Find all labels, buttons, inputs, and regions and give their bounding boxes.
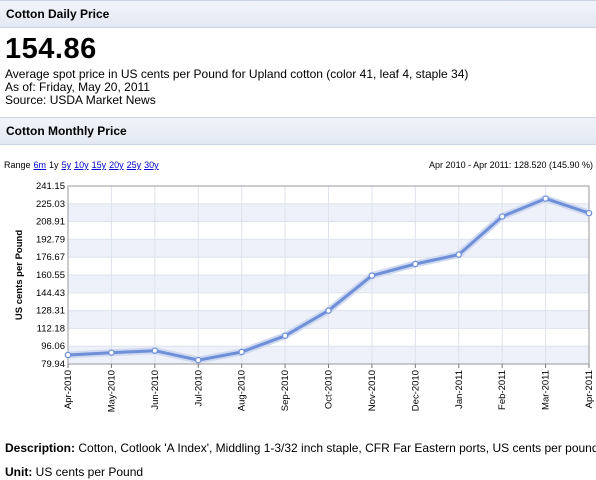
data-point xyxy=(195,356,202,364)
y-tick-label: 160.55 xyxy=(36,270,65,281)
range-label: Range xyxy=(4,160,31,170)
data-point xyxy=(64,351,72,359)
x-tick-label: Jan-2011 xyxy=(454,370,465,409)
data-point xyxy=(585,209,593,217)
range-summary: Apr 2010 - Apr 2011: 128.520 (145.90 %) xyxy=(429,160,593,170)
monthly-price-title: Cotton Monthly Price xyxy=(6,124,127,138)
range-option-20y[interactable]: 20y xyxy=(109,160,124,170)
y-tick-label: 128.31 xyxy=(36,306,65,317)
y-tick-label: 241.15 xyxy=(36,181,65,192)
monthly-price-header: Cotton Monthly Price xyxy=(0,117,596,145)
x-tick-label: Nov-2010 xyxy=(367,370,378,411)
range-option-10y[interactable]: 10y xyxy=(74,160,89,170)
x-tick-label: Sep-2010 xyxy=(280,370,291,411)
y-tick-label: 208.91 xyxy=(36,217,65,228)
range-selector: Range 6m 1y 5y 10y 15y 20y 25y 30y xyxy=(4,160,159,170)
price-source: Source: USDA Market News xyxy=(5,93,156,107)
data-point xyxy=(412,260,419,268)
range-option-1y: 1y xyxy=(49,160,59,170)
data-point xyxy=(542,195,549,202)
range-option-6m[interactable]: 6m xyxy=(33,160,47,170)
x-tick-label: May-2010 xyxy=(106,370,117,412)
data-point xyxy=(498,213,506,220)
y-tick-label: 225.03 xyxy=(36,199,65,210)
price-description: Average spot price in US cents per Pound… xyxy=(5,67,469,81)
range-option-25y[interactable]: 25y xyxy=(126,160,142,170)
x-tick-label: Aug-2010 xyxy=(237,370,248,411)
monthly-price-chart: 241.15 225.03 208.91 192.79 176.67 160.55 144.… xyxy=(14,181,595,412)
range-option-15y[interactable]: 15y xyxy=(91,160,107,170)
unit-text: US cents per Pound xyxy=(32,465,144,479)
data-point xyxy=(151,347,159,354)
unit-line: Unit: US cents per Pound xyxy=(5,465,143,479)
description-text: Cotton, Cotlook 'A Index', Middling 1-3/… xyxy=(75,441,596,455)
daily-price-title: Cotton Daily Price xyxy=(6,7,110,21)
x-tick-label: Mar-2011 xyxy=(541,370,552,410)
x-tick-label: Feb-2011 xyxy=(497,370,508,410)
data-point xyxy=(368,272,376,279)
data-point xyxy=(325,307,332,314)
range-option-30y[interactable]: 30y xyxy=(144,160,159,170)
y-tick-label: 96.06 xyxy=(41,341,65,352)
y-tick-label: 112.18 xyxy=(37,323,65,334)
as-of-date: As of: Friday, May 20, 2011 xyxy=(5,80,150,94)
x-tick-label: Apr-2010 xyxy=(63,370,74,409)
x-tick-label: Jun-2010 xyxy=(150,370,161,410)
data-point xyxy=(455,251,462,258)
range-option-5y[interactable]: 5y xyxy=(61,160,72,170)
x-tick-label: Oct-2010 xyxy=(324,370,335,409)
daily-price-header: Cotton Daily Price xyxy=(0,0,596,28)
y-tick-label: 79.94 xyxy=(41,359,65,370)
y-tick-label: 176.67 xyxy=(36,252,65,263)
unit-label: Unit: xyxy=(5,465,33,479)
data-point xyxy=(108,349,115,356)
description-line: Description: Cotton, Cotlook 'A Index', … xyxy=(5,441,596,455)
y-tick-label: 144.43 xyxy=(36,288,65,299)
x-tick-label: Dec-2010 xyxy=(410,370,421,411)
daily-price-value: 154.86 xyxy=(5,33,97,65)
data-point xyxy=(238,348,245,356)
x-tick-label: Apr-2011 xyxy=(584,370,595,408)
x-tick-label: Jul-2010 xyxy=(193,370,204,406)
description-label: Description: xyxy=(5,441,76,455)
data-point xyxy=(281,332,289,339)
y-axis-title: US cents per Pound xyxy=(14,230,25,320)
y-tick-label: 192.79 xyxy=(36,234,65,245)
